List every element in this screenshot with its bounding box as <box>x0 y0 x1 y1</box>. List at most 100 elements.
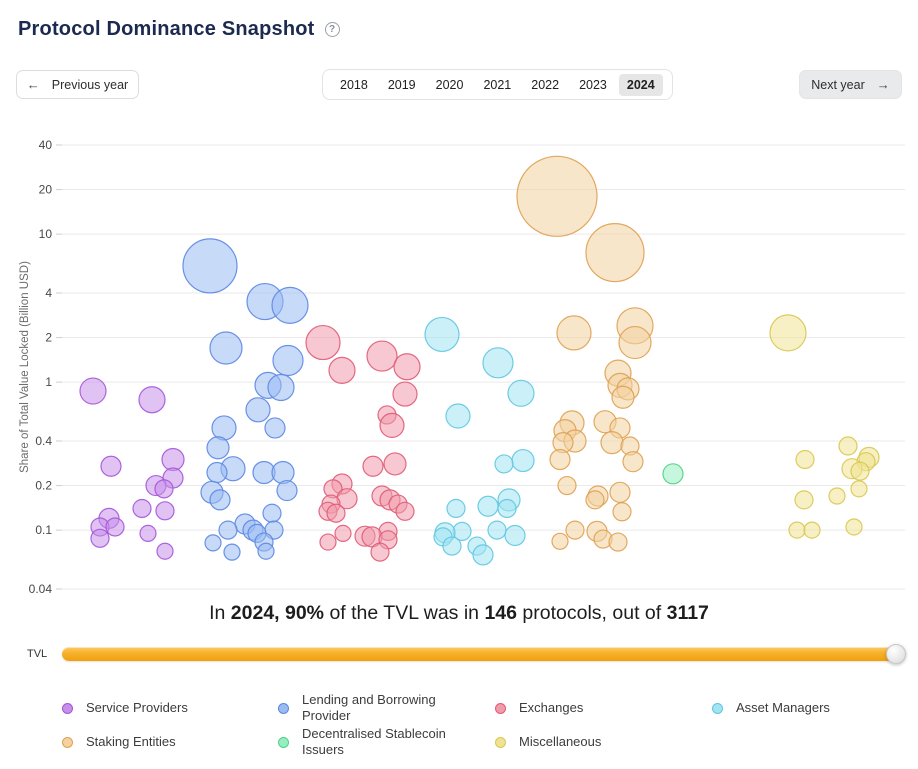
bubble-lending-borrowing[interactable] <box>209 331 243 365</box>
bubble-staking-entities[interactable] <box>556 315 592 351</box>
tvl-slider-handle[interactable] <box>886 644 906 664</box>
bubble-exchanges[interactable] <box>326 503 346 523</box>
bubble-service-providers[interactable] <box>138 386 166 414</box>
bubble-lending-borrowing[interactable] <box>206 461 228 484</box>
bubble-staking-entities[interactable] <box>609 481 631 503</box>
bubble-exchanges[interactable] <box>393 353 421 381</box>
bubble-staking-entities[interactable] <box>585 222 645 283</box>
bubble-miscellaneous[interactable] <box>845 518 863 536</box>
bubble-staking-entities[interactable] <box>557 475 577 496</box>
bubble-exchanges[interactable] <box>370 542 390 562</box>
bubble-asset-managers[interactable] <box>424 316 460 353</box>
bubble-lending-borrowing[interactable] <box>223 543 241 561</box>
bubble-staking-entities[interactable] <box>612 502 632 522</box>
bubble-miscellaneous[interactable] <box>769 314 807 352</box>
bubble-lending-borrowing[interactable] <box>262 503 282 523</box>
tab-year-2022[interactable]: 2022 <box>523 74 567 96</box>
bubble-miscellaneous[interactable] <box>803 521 821 539</box>
bubble-staking-entities[interactable] <box>551 532 569 550</box>
bubble-exchanges[interactable] <box>328 356 356 384</box>
bubble-staking-entities[interactable] <box>622 451 644 473</box>
bubble-miscellaneous[interactable] <box>850 461 870 481</box>
bubble-staking-entities[interactable] <box>516 155 598 237</box>
bubble-service-providers[interactable] <box>154 479 174 499</box>
bubble-staking-entities[interactable] <box>565 520 585 540</box>
bubble-asset-managers[interactable] <box>504 524 526 547</box>
bubble-lending-borrowing[interactable] <box>245 397 271 423</box>
bubble-asset-managers[interactable] <box>446 498 466 519</box>
bubble-staking-entities[interactable] <box>600 431 624 455</box>
bubble-exchanges[interactable] <box>392 381 418 407</box>
bubble-staking-entities[interactable] <box>585 490 605 510</box>
bubble-service-providers[interactable] <box>90 528 110 548</box>
bubble-asset-managers[interactable] <box>507 379 535 407</box>
help-icon[interactable]: ? <box>324 22 340 37</box>
bubble-lending-borrowing[interactable] <box>257 542 275 560</box>
bubble-lending-borrowing[interactable] <box>271 460 295 485</box>
bubble-lending-borrowing[interactable] <box>218 520 238 540</box>
bubble-exchanges[interactable] <box>362 455 384 477</box>
legend-item-asset-managers[interactable]: Asset Managers <box>712 690 830 726</box>
bubble-service-providers[interactable] <box>139 524 157 543</box>
bubble-lending-borrowing[interactable] <box>209 489 231 511</box>
bubble-miscellaneous[interactable] <box>850 480 868 498</box>
bubble-service-providers[interactable] <box>156 542 174 560</box>
bubble-service-providers[interactable] <box>155 501 175 521</box>
bubble-service-providers[interactable] <box>79 377 107 405</box>
bubble-miscellaneous[interactable] <box>788 521 806 539</box>
legend-item-exchanges[interactable]: Exchanges <box>495 690 583 726</box>
bubble-miscellaneous[interactable] <box>795 449 815 470</box>
bubble-asset-managers[interactable] <box>482 347 514 379</box>
bubble-exchanges[interactable] <box>334 524 352 543</box>
bubble-lending-borrowing[interactable] <box>204 534 222 552</box>
bubble-staking-entities[interactable] <box>618 325 652 360</box>
bubble-exchanges[interactable] <box>366 340 398 372</box>
bubble-asset-managers[interactable] <box>494 454 514 474</box>
bubble-exchanges[interactable] <box>305 324 341 361</box>
tab-year-2024[interactable]: 2024 <box>618 73 663 96</box>
bubble-asset-managers[interactable] <box>445 403 471 429</box>
bubble-asset-managers[interactable] <box>477 495 499 517</box>
tab-year-2020[interactable]: 2020 <box>428 74 472 96</box>
tab-year-2018[interactable]: 2018 <box>332 74 376 96</box>
bubble-service-providers[interactable] <box>161 447 185 472</box>
bubble-asset-managers[interactable] <box>487 520 507 540</box>
bubble-lending-borrowing[interactable] <box>267 373 295 402</box>
bubble-exchanges[interactable] <box>395 501 415 521</box>
bubble-lending-borrowing[interactable] <box>264 417 286 439</box>
tab-year-2021[interactable]: 2021 <box>475 74 519 96</box>
bubble-staking-entities[interactable] <box>611 385 635 409</box>
legend-item-staking-entities[interactable]: Staking Entities <box>62 724 176 760</box>
bubble-asset-managers[interactable] <box>511 448 535 473</box>
legend-item-stablecoin-issuers[interactable]: Decentralised Stablecoin Issuers <box>278 724 464 760</box>
bubble-asset-managers[interactable] <box>472 544 494 566</box>
bubble-staking-entities[interactable] <box>608 532 628 552</box>
tvl-slider-track[interactable] <box>62 647 905 661</box>
bubble-lending-borrowing[interactable] <box>182 238 238 294</box>
bubble-service-providers[interactable] <box>100 455 122 477</box>
bubble-lending-borrowing[interactable] <box>211 415 237 441</box>
bubble-lending-borrowing[interactable] <box>206 436 230 460</box>
bubble-miscellaneous[interactable] <box>828 487 846 505</box>
legend-item-miscellaneous[interactable]: Miscellaneous <box>495 724 601 760</box>
tab-year-2023[interactable]: 2023 <box>571 74 615 96</box>
bubble-asset-managers[interactable] <box>497 498 517 519</box>
legend-item-service-providers[interactable]: Service Providers <box>62 690 188 726</box>
bubble-miscellaneous[interactable] <box>838 436 858 456</box>
bubble-exchanges[interactable] <box>319 533 337 551</box>
tab-year-2019[interactable]: 2019 <box>380 74 424 96</box>
bubble-service-providers[interactable] <box>105 517 125 537</box>
legend-item-lending-borrowing[interactable]: Lending and Borrowing Provider <box>278 690 464 726</box>
bubble-lending-borrowing[interactable] <box>272 344 304 377</box>
bubble-staking-entities[interactable] <box>549 448 571 471</box>
bubble-lending-borrowing[interactable] <box>276 479 298 502</box>
previous-year-button[interactable]: ← Previous year <box>16 70 139 99</box>
bubble-miscellaneous[interactable] <box>794 490 814 510</box>
bubble-service-providers[interactable] <box>132 498 152 519</box>
next-year-button[interactable]: Next year → <box>799 70 902 99</box>
bubble-stablecoin-issuers[interactable] <box>662 463 684 485</box>
bubble-exchanges[interactable] <box>383 452 407 476</box>
bubble-asset-managers[interactable] <box>442 536 462 556</box>
bubble-lending-borrowing[interactable] <box>271 286 309 324</box>
bubble-exchanges[interactable] <box>379 412 405 438</box>
